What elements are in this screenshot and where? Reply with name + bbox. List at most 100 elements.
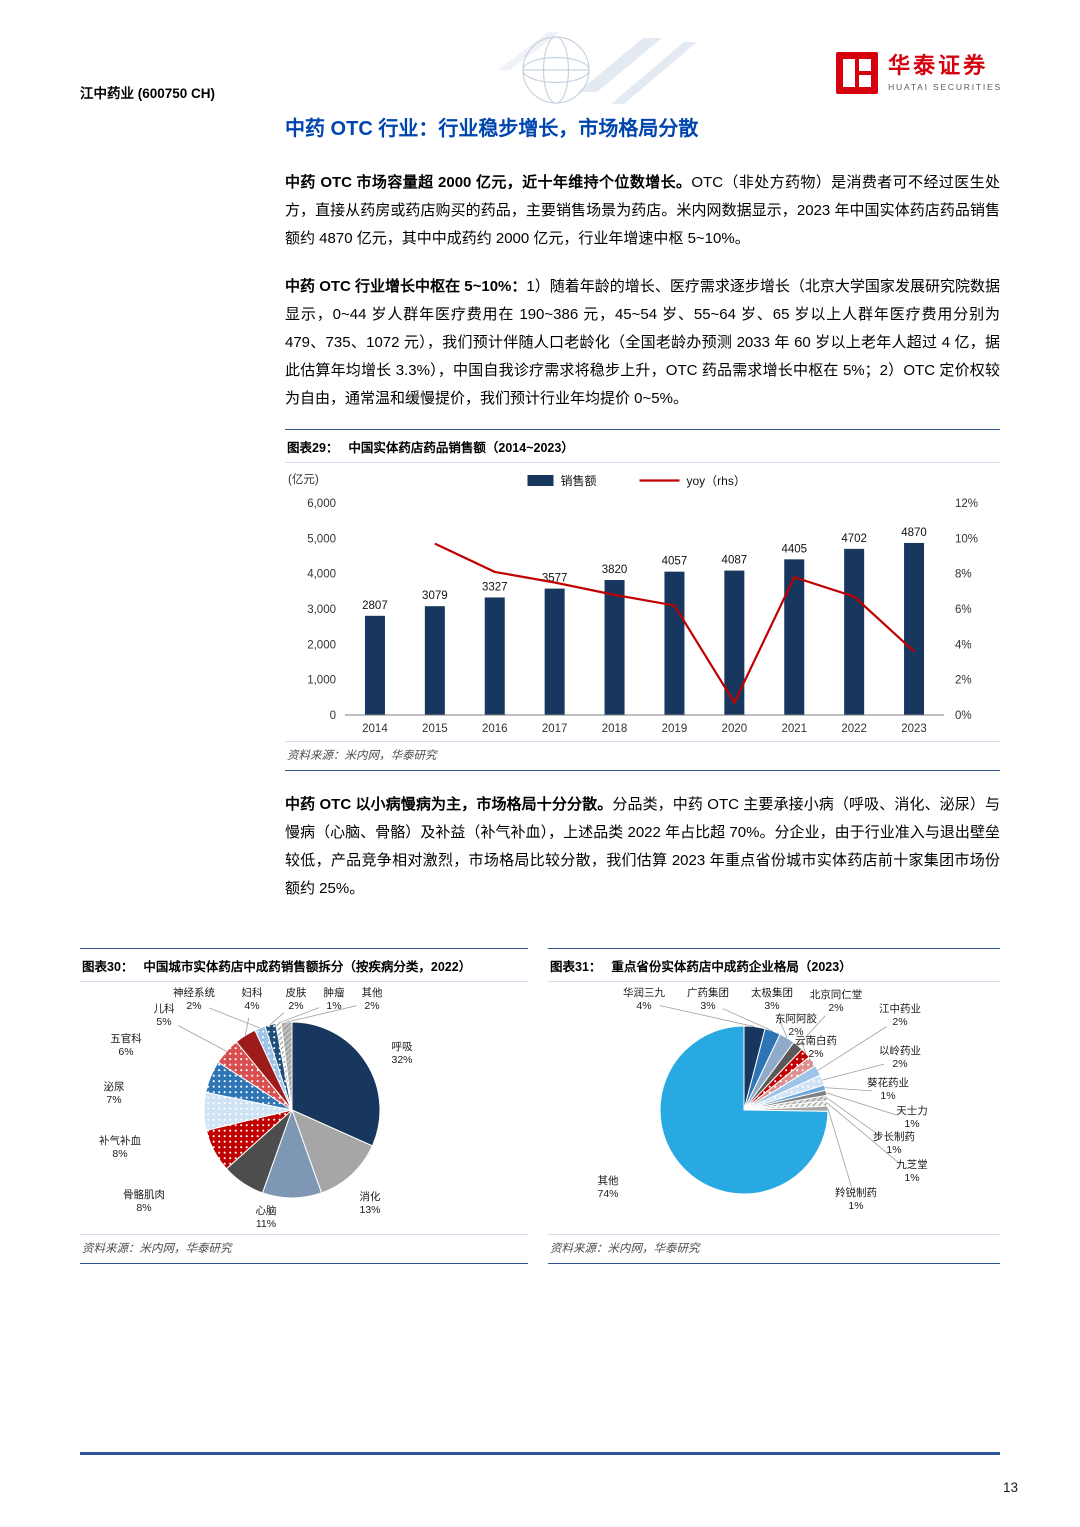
- brand-subtitle: HUATAI SECURITIES: [888, 81, 1002, 92]
- figure-31-caption-text: 重点省份实体药店中成药企业格局（2023）: [611, 960, 852, 974]
- figure-31: 图表31： 重点省份实体药店中成药企业格局（2023） 华润三九 4% 广药集团 3%…: [548, 948, 1000, 1264]
- svg-text:以岭药业: 以岭药业: [879, 1044, 921, 1057]
- figure-29: 图表29： 中国实体药店药品销售额（2014~2023） (亿元) 销售额 yoy（…: [285, 429, 1000, 771]
- fig30-svg: 呼吸32%消化13%心脑11%骨骼肌肉8%补气补血8%泌尿7%五官科6%儿科5%…: [99, 986, 413, 1230]
- svg-text:11%: 11%: [256, 1218, 276, 1230]
- svg-text:1%: 1%: [326, 1000, 341, 1012]
- svg-text:2020: 2020: [722, 723, 748, 735]
- figure-row: 图表30： 中国城市实体药店中成药销售额拆分（按疾病分类，2022） 呼吸 32%…: [80, 948, 1000, 1264]
- svg-text:江中药业: 江中药业: [879, 1002, 921, 1015]
- svg-text:0: 0: [330, 710, 336, 722]
- svg-text:1%: 1%: [880, 1090, 895, 1102]
- svg-text:8%: 8%: [955, 569, 972, 581]
- svg-text:0%: 0%: [955, 710, 972, 722]
- svg-text:3327: 3327: [482, 581, 508, 593]
- svg-text:(亿元): (亿元): [288, 473, 319, 486]
- figure-29-source: 资料来源：米内网，华泰研究: [285, 741, 1000, 771]
- svg-text:1%: 1%: [904, 1172, 919, 1184]
- pie-chart-30: 呼吸 32% 消化 13% 心脑 11% 骨骼肌肉 8% 补气补血 8% 泌尿 7% 五官科 6% 儿科 5%…: [80, 982, 528, 1234]
- svg-text:华润三九: 华润三九: [623, 986, 665, 999]
- brand-text: 华泰证券 HUATAI SECURITIES: [888, 54, 1002, 92]
- svg-text:2%: 2%: [364, 1000, 379, 1012]
- svg-text:2021: 2021: [781, 723, 807, 735]
- svg-text:1%: 1%: [886, 1144, 901, 1156]
- paragraph-text: 分品类，中药 OTC 主要承接小病（呼吸、消化、泌尿）与慢病（心脑、骨骼）及补益…: [285, 796, 1001, 897]
- svg-text:32%: 32%: [391, 1054, 412, 1066]
- main-column: 中药 OTC 行业：行业稳步增长，市场格局分散 中药 OTC 市场容量超 200…: [285, 112, 1000, 903]
- svg-text:妇科: 妇科: [242, 986, 263, 999]
- svg-text:4057: 4057: [662, 556, 688, 568]
- footer-rule: [80, 1452, 1000, 1455]
- svg-text:12%: 12%: [955, 498, 978, 510]
- svg-text:5%: 5%: [156, 1016, 171, 1028]
- figure-30-caption: 图表30： 中国城市实体药店中成药销售额拆分（按疾病分类，2022）: [80, 949, 528, 982]
- paragraph-lead: 中药 OTC 行业增长中枢在 5~10%：: [285, 278, 527, 295]
- fig31-svg: 华润三九4%广药集团3%太极集团3%北京同仁堂2%东阿阿胶2%云南白药2%江中药…: [597, 986, 928, 1212]
- svg-text:4%: 4%: [955, 639, 972, 651]
- figure-31-source: 资料来源：米内网，华泰研究: [548, 1234, 1000, 1264]
- svg-text:2016: 2016: [482, 723, 508, 735]
- svg-text:4%: 4%: [636, 1000, 651, 1012]
- svg-text:2%: 2%: [892, 1016, 907, 1028]
- svg-text:骨骼肌肉: 骨骼肌肉: [123, 1188, 165, 1201]
- svg-text:3,000: 3,000: [307, 604, 336, 616]
- svg-text:2018: 2018: [602, 723, 628, 735]
- figure-31-caption-label: 图表31：: [550, 960, 602, 974]
- paragraph-lead: 中药 OTC 市场容量超 2000 亿元，近十年维持个位数增长。: [285, 174, 692, 191]
- svg-text:10%: 10%: [955, 533, 978, 545]
- svg-text:2%: 2%: [955, 675, 972, 687]
- fig29-svg: (亿元) 销售额 yoy（rhs） 0 1,000 2,000 3,000 4,000 5,00…: [288, 473, 978, 735]
- svg-text:补气补血: 补气补血: [99, 1134, 141, 1147]
- svg-text:4%: 4%: [244, 1000, 259, 1012]
- svg-text:3%: 3%: [700, 1000, 715, 1012]
- svg-text:神经系统: 神经系统: [173, 986, 215, 999]
- svg-text:2%: 2%: [186, 1000, 201, 1012]
- pie-chart-31: 华润三九 4% 广药集团 3% 太极集团 3% 北京同仁堂 2% 东阿阿胶 2% 云南白药 2% 江中药…: [548, 982, 1000, 1234]
- globe-watermark-decoration: [438, 30, 708, 123]
- svg-text:葵花药业: 葵花药业: [867, 1076, 909, 1089]
- figure-30: 图表30： 中国城市实体药店中成药销售额拆分（按疾病分类，2022） 呼吸 32%…: [80, 948, 528, 1264]
- svg-text:2%: 2%: [892, 1058, 907, 1070]
- svg-text:74%: 74%: [597, 1188, 618, 1200]
- figure-30-caption-text: 中国城市实体药店中成药销售额拆分（按疾病分类，2022）: [143, 960, 472, 974]
- paragraph-text: 1）随着年龄的增长、医疗需求逐步增长（北京大学国家发展研究院数据显示，0~44 …: [285, 278, 1000, 407]
- paragraph-text: OTC（非处方药物）是消费者可不经过医生处方，直接从药房或药店购买的药品，主要销…: [285, 174, 1000, 247]
- figure-29-caption-label: 图表29：: [287, 441, 339, 455]
- figure-29-caption: 图表29： 中国实体药店药品销售额（2014~2023）: [285, 430, 1000, 463]
- svg-text:2017: 2017: [542, 723, 568, 735]
- svg-text:4702: 4702: [841, 533, 867, 545]
- svg-text:7%: 7%: [106, 1094, 121, 1106]
- svg-text:8%: 8%: [112, 1148, 127, 1160]
- svg-text:太极集团: 太极集团: [751, 986, 793, 999]
- svg-text:东阿阿胶: 东阿阿胶: [775, 1012, 817, 1025]
- svg-text:云南白药: 云南白药: [795, 1034, 837, 1047]
- svg-text:心脑: 心脑: [256, 1204, 277, 1217]
- svg-text:3079: 3079: [422, 590, 448, 602]
- svg-text:6%: 6%: [955, 604, 972, 616]
- huatai-logo-icon: [836, 52, 879, 94]
- svg-text:北京同仁堂: 北京同仁堂: [810, 988, 863, 1001]
- svg-text:五官科: 五官科: [110, 1032, 142, 1045]
- svg-text:3%: 3%: [764, 1000, 779, 1012]
- svg-text:皮肤: 皮肤: [286, 986, 307, 999]
- svg-text:6,000: 6,000: [307, 498, 336, 510]
- svg-text:九芝堂: 九芝堂: [896, 1158, 928, 1171]
- svg-text:泌尿: 泌尿: [104, 1080, 125, 1093]
- svg-text:4087: 4087: [722, 555, 748, 567]
- svg-text:2015: 2015: [422, 723, 448, 735]
- svg-text:1,000: 1,000: [307, 675, 336, 687]
- svg-text:2%: 2%: [288, 1000, 303, 1012]
- paragraph-market-size: 中药 OTC 市场容量超 2000 亿元，近十年维持个位数增长。OTC（非处方药…: [285, 169, 1000, 253]
- svg-text:4405: 4405: [781, 543, 807, 555]
- svg-text:2%: 2%: [828, 1002, 843, 1014]
- paragraph-growth-center: 中药 OTC 行业增长中枢在 5~10%：1）随着年龄的增长、医疗需求逐步增长（…: [285, 273, 1000, 413]
- svg-text:2807: 2807: [362, 600, 388, 612]
- figure-30-caption-label: 图表30：: [82, 960, 134, 974]
- svg-text:2019: 2019: [662, 723, 688, 735]
- svg-text:5,000: 5,000: [307, 533, 336, 545]
- svg-text:yoy（rhs）: yoy（rhs）: [687, 474, 746, 488]
- svg-text:2,000: 2,000: [307, 639, 336, 651]
- svg-text:天士力: 天士力: [896, 1104, 928, 1117]
- page-number: 13: [1002, 1480, 1018, 1495]
